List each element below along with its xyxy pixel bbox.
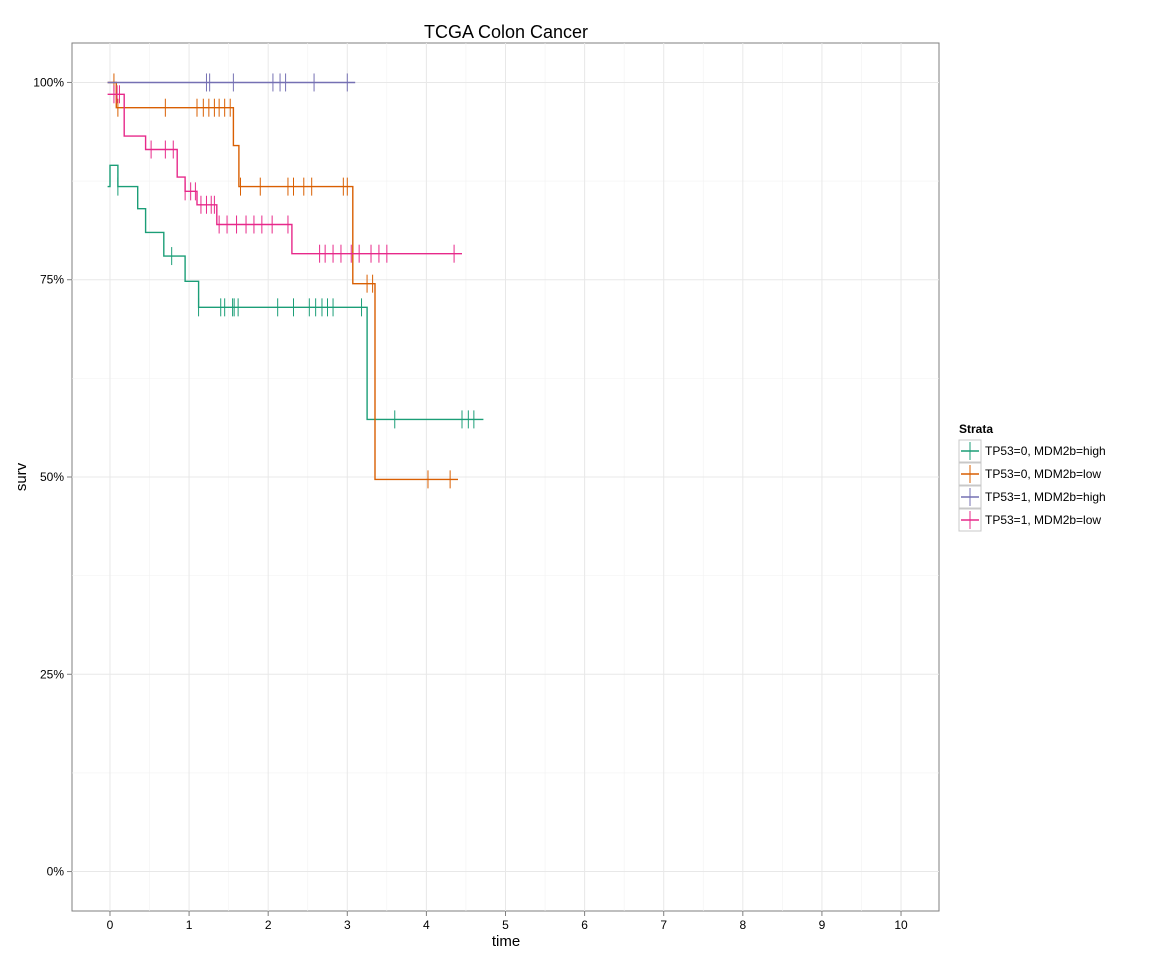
- y-tick-label: 75%: [40, 273, 64, 287]
- x-tick-label: 6: [581, 918, 588, 932]
- x-tick-label: 9: [819, 918, 826, 932]
- x-axis-title: time: [492, 933, 520, 950]
- chart-title: TCGA Colon Cancer: [424, 22, 588, 42]
- x-tick-label: 7: [660, 918, 667, 932]
- series-group: [107, 85, 462, 263]
- y-tick-label: 25%: [40, 667, 64, 681]
- y-tick-label: 0%: [47, 865, 65, 879]
- legend: Strata TP53=0, MDM2b=high TP53=0, MDM2b=l…: [958, 422, 1106, 532]
- legend-item: TP53=1, MDM2b=low: [958, 508, 1101, 532]
- legend-item: TP53=0, MDM2b=high: [958, 439, 1106, 463]
- y-tick-label: 50%: [40, 470, 64, 484]
- x-tick-label: 5: [502, 918, 509, 932]
- legend-title: Strata: [959, 422, 993, 436]
- x-tick-label: 8: [739, 918, 746, 932]
- y-axis-title: surv: [13, 462, 30, 491]
- axes: 0 1 2 3 4 5 6 7 8 9 100%25%50%75%100%: [33, 75, 908, 932]
- legend-label: TP53=0, MDM2b=low: [985, 467, 1101, 481]
- x-tick-label: 4: [423, 918, 430, 932]
- legend-label: TP53=1, MDM2b=low: [985, 513, 1101, 527]
- y-tick-label: 100%: [33, 75, 64, 89]
- survival-curve: [107, 164, 484, 421]
- series-group: [107, 73, 458, 489]
- series-group: [107, 73, 356, 92]
- grid-lines: [72, 43, 939, 911]
- survival-curve: [107, 81, 458, 481]
- x-tick-label: 10: [894, 918, 908, 932]
- legend-item: TP53=0, MDM2b=low: [958, 462, 1101, 486]
- series-group: [107, 164, 484, 429]
- legend-item: TP53=1, MDM2b=high: [958, 485, 1106, 509]
- x-tick-label: 2: [265, 918, 272, 932]
- x-tick-label: 3: [344, 918, 351, 932]
- legend-items: TP53=0, MDM2b=high TP53=0, MDM2b=low TP53=…: [958, 439, 1106, 532]
- x-tick-label: 1: [186, 918, 193, 932]
- legend-label: TP53=1, MDM2b=high: [985, 490, 1106, 504]
- x-tick-label: 0: [107, 918, 114, 932]
- survival-curves: [107, 73, 484, 489]
- legend-label: TP53=0, MDM2b=high: [985, 444, 1106, 458]
